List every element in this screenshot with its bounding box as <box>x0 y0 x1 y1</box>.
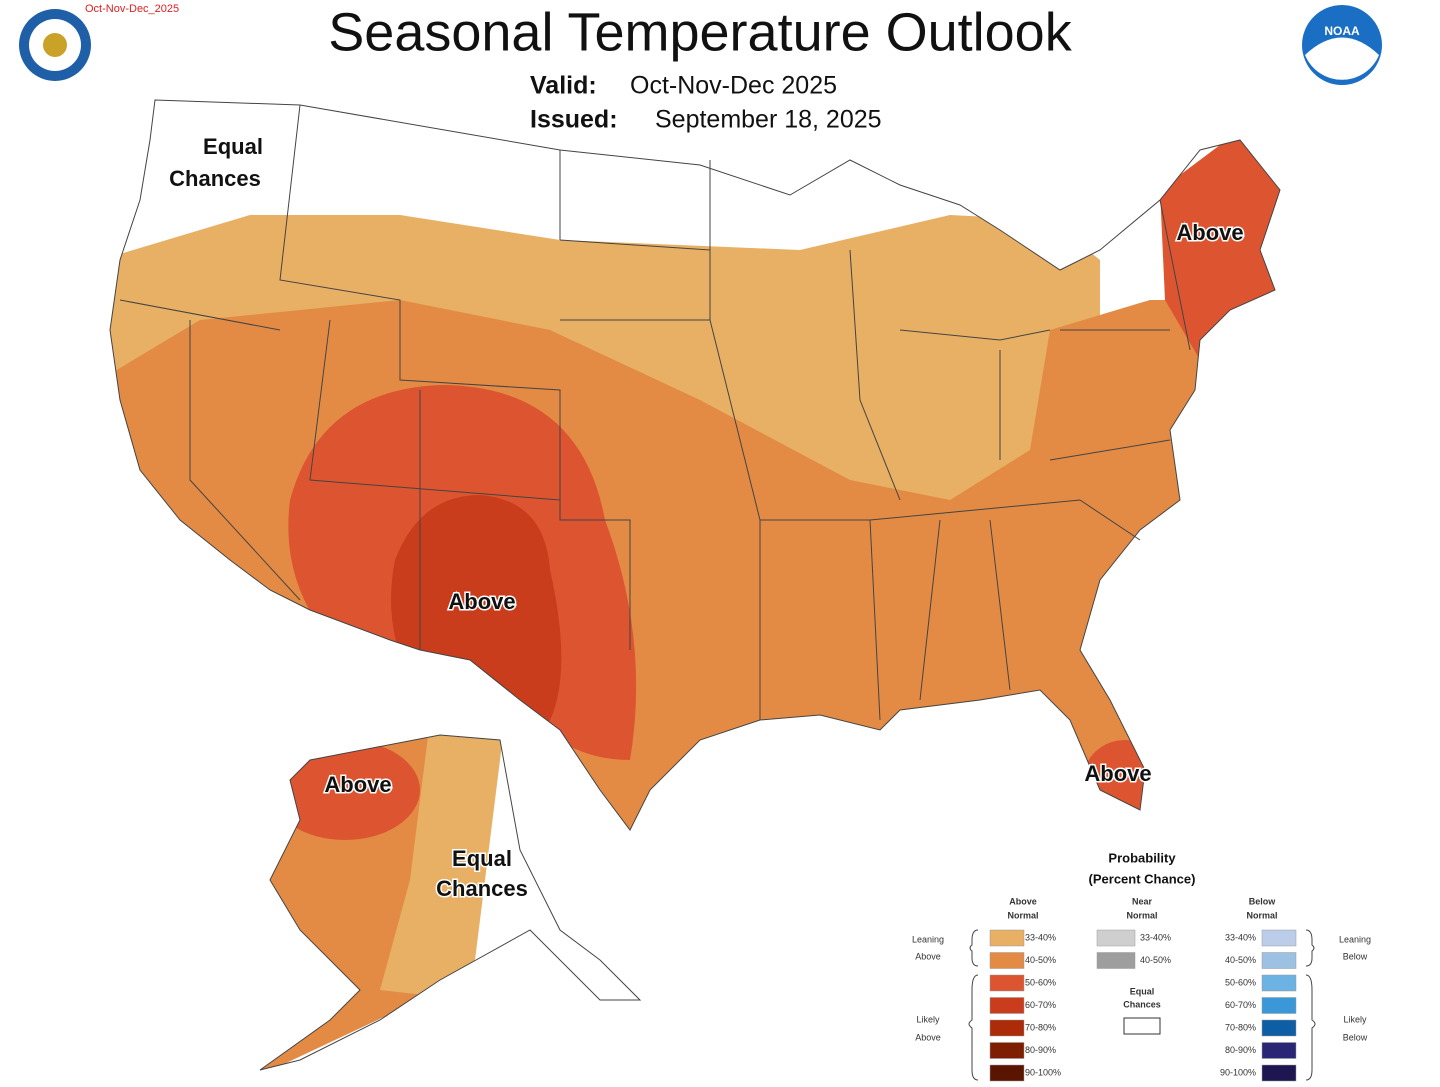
equal-chances-label: Equal <box>1130 986 1155 996</box>
bin-label: 70-80% <box>1025 1022 1056 1032</box>
map-label: Above <box>1084 761 1151 786</box>
equal-chances-swatch <box>1123 1017 1161 1035</box>
bin-label: 33-40% <box>1025 932 1056 942</box>
legend-swatch <box>1261 1064 1297 1082</box>
bin-label: 33-40% <box>1225 932 1256 942</box>
legend-swatch <box>1261 1019 1297 1037</box>
legend-swatch <box>989 929 1025 947</box>
group-label: Below <box>1343 1032 1368 1042</box>
period-tag: Oct-Nov-Dec_2025 <box>85 3 179 15</box>
column-heading: Normal <box>1126 910 1157 920</box>
group-label: Above <box>915 951 941 961</box>
legend-swatch <box>989 1019 1025 1037</box>
noaa-logo-gull <box>1305 37 1379 80</box>
map-label: Chances <box>436 876 528 901</box>
legend-swatch <box>989 1042 1025 1059</box>
group-label: Leaning <box>1339 934 1371 944</box>
bin-label: 40-50% <box>1225 955 1256 965</box>
map-label: Equal <box>452 846 512 871</box>
valid-label: Valid: <box>530 72 597 100</box>
column-heading: Near <box>1132 896 1153 906</box>
bin-label: 70-80% <box>1225 1022 1256 1032</box>
group-label: Leaning <box>912 934 944 944</box>
legend-swatch <box>989 1064 1025 1082</box>
bin-label: 60-70% <box>1025 1000 1056 1010</box>
legend-swatch <box>1261 929 1297 947</box>
map-label: Above <box>448 589 515 614</box>
valid-value: Oct-Nov-Dec 2025 <box>630 72 837 100</box>
alaska-above-50-area <box>270 740 420 840</box>
issued-value: September 18, 2025 <box>655 106 882 134</box>
alaska-outline <box>259 734 642 1071</box>
group-label: Likely <box>1343 1014 1367 1024</box>
alaska-leaning-area <box>380 735 505 1000</box>
legend-title: Probability <box>1108 850 1176 865</box>
bin-label: 90-100% <box>1025 1067 1061 1077</box>
group-label: Likely <box>916 1014 940 1024</box>
bin-label: 50-60% <box>1225 977 1256 987</box>
noaa-logo-text: NOAA <box>1324 24 1360 38</box>
bin-label: 50-60% <box>1025 977 1056 987</box>
legend-swatch <box>989 974 1025 992</box>
legend-swatch <box>1261 952 1297 969</box>
legend-swatch <box>1261 1042 1297 1059</box>
legend-swatch <box>1096 952 1136 969</box>
bin-label: 80-90% <box>1025 1045 1056 1055</box>
legend-braces <box>968 929 1316 1081</box>
map-label: Above <box>324 772 391 797</box>
group-label: Below <box>1343 951 1368 961</box>
column-heading: Below <box>1249 896 1277 906</box>
map-label: Equal <box>203 134 263 159</box>
equal-chances-label: Chances <box>1123 999 1161 1009</box>
group-label: Above <box>915 1032 941 1042</box>
above-northeast-area <box>1160 130 1280 360</box>
bin-label: 90-100% <box>1220 1067 1256 1077</box>
legend-swatch <box>989 997 1025 1014</box>
legend-swatch <box>1261 997 1297 1014</box>
column-heading: Above <box>1009 896 1037 906</box>
bin-label: 33-40% <box>1140 932 1171 942</box>
bin-label: 40-50% <box>1025 955 1056 965</box>
above-newmexico-area <box>391 495 562 730</box>
bin-label: 40-50% <box>1140 955 1171 965</box>
map-labels: Equal Chances Above Above Above Above Eq… <box>168 132 1245 902</box>
issued-label: Issued: <box>530 106 618 134</box>
bin-label: 60-70% <box>1225 1000 1256 1010</box>
column-heading: Normal <box>1246 910 1277 920</box>
column-heading: Normal <box>1007 910 1038 920</box>
legend-swatch <box>989 952 1025 969</box>
bin-label: 80-90% <box>1225 1045 1256 1055</box>
legend: Probability (Percent Chance) Equal Chanc… <box>912 850 1371 1082</box>
title: Seasonal Temperature Outlook <box>328 2 1072 62</box>
doc-logo-eagle <box>43 33 67 57</box>
map-label: Above <box>1176 220 1243 245</box>
state-borders <box>109 99 1281 831</box>
legend-title: (Percent Chance) <box>1089 871 1196 886</box>
legend-swatch <box>1261 974 1297 992</box>
legend-swatch <box>1096 929 1136 947</box>
map-label: Chances <box>169 166 261 191</box>
